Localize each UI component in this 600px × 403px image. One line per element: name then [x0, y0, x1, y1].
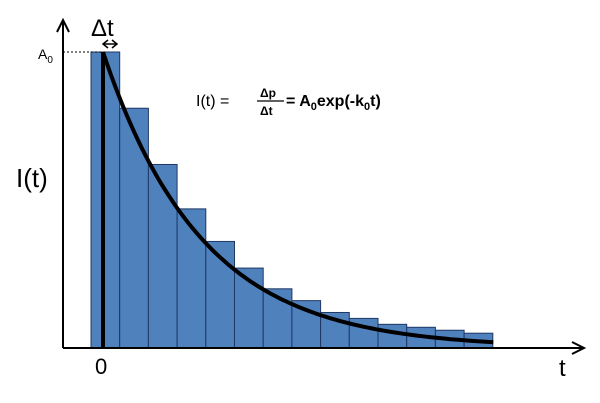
origin-label: 0 [95, 354, 107, 379]
a0-label: A0 [38, 46, 53, 66]
equation-rhs: = A0exp(-k0t) [286, 93, 381, 113]
y-axis-arrowhead [56, 17, 70, 33]
x-axis-label: t [559, 355, 566, 382]
histogram-bar [377, 323, 408, 349]
decay-equation: I(t) = Δp Δt = A0exp(-k0t) [196, 86, 381, 118]
a0-label-base: A [38, 46, 48, 62]
equation-lhs: I(t) = [196, 93, 229, 110]
delta-t-arrow-right-head [111, 39, 119, 49]
equation-mid: exp(-k [317, 93, 364, 110]
equation-eq: = A [286, 93, 311, 110]
histogram-bar [119, 107, 149, 349]
x-axis-arrowhead [571, 341, 587, 355]
equation-denominator: Δt [260, 104, 273, 118]
exponential-decay-curve [101, 51, 494, 345]
y-axis-label: I(t) [16, 163, 48, 193]
histogram-bar [147, 163, 178, 349]
equation-end: t) [370, 93, 381, 110]
a0-label-sub: 0 [47, 55, 53, 66]
histogram-bar [90, 51, 121, 349]
equation-sub2: 0 [364, 101, 370, 113]
equation-sub1: 0 [311, 101, 317, 113]
delta-t-arrow-left-head [101, 39, 109, 49]
delta-t-label: Δt [91, 15, 114, 42]
equation-numerator: Δp [260, 86, 276, 100]
